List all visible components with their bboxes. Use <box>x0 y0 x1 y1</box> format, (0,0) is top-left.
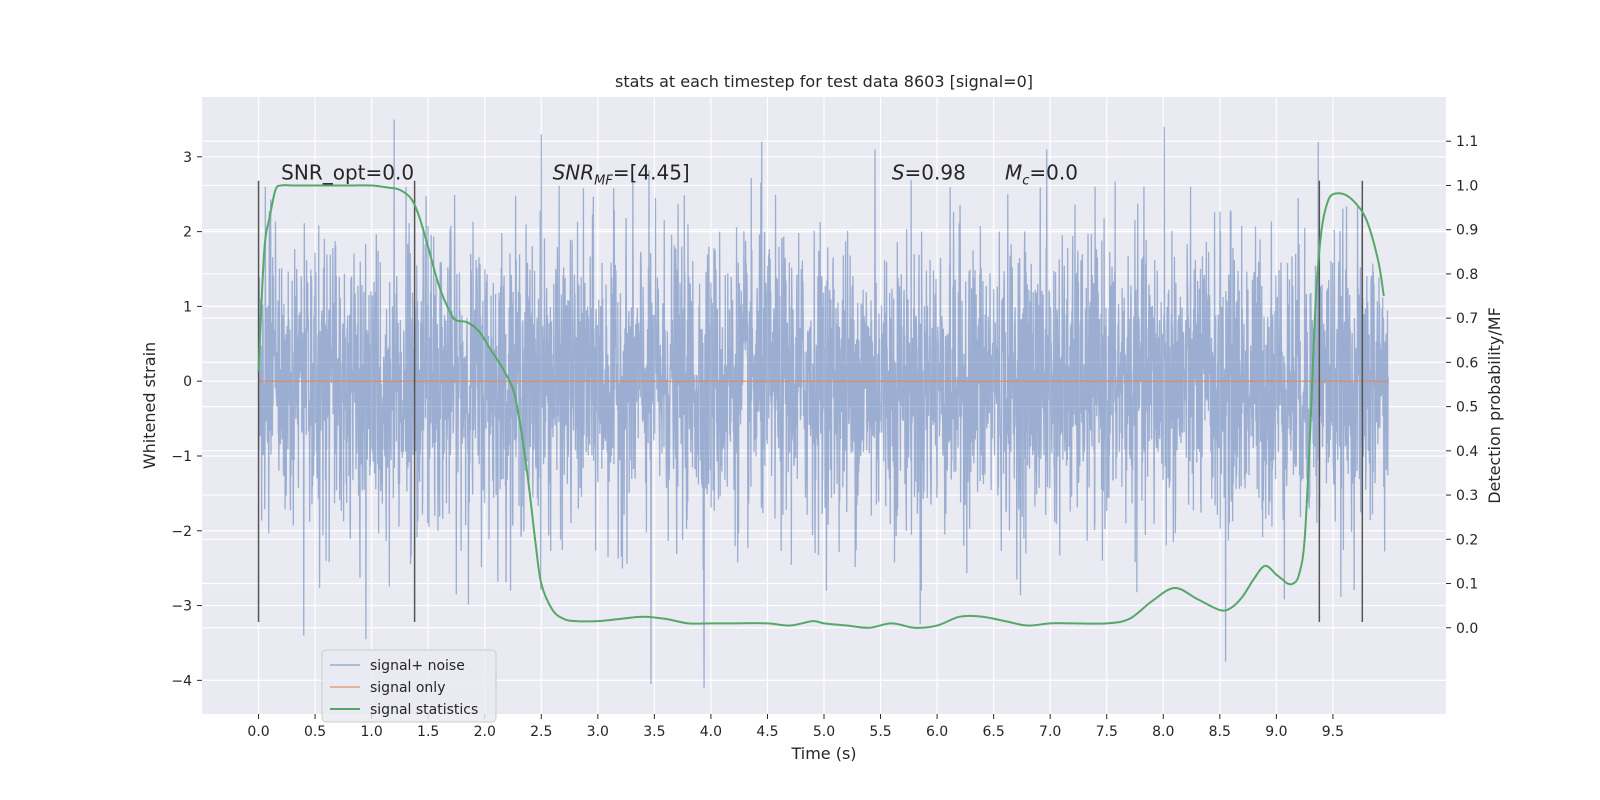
y2-tick-label-5: 0.5 <box>1456 400 1478 416</box>
y2-tick-label-0: 0.0 <box>1456 621 1478 637</box>
legend-label-1: signal only <box>370 680 445 696</box>
y-axis-label: Whitened strain <box>140 342 159 469</box>
y2-tick-label-1: 0.1 <box>1456 577 1478 593</box>
x-axis-label: Time (s) <box>790 744 856 763</box>
y-tick-label-7: 3 <box>183 150 192 166</box>
y2-tick-label-9: 0.9 <box>1456 223 1478 239</box>
x-tick-label-2: 1.0 <box>361 724 383 740</box>
y2-tick-label-4: 0.4 <box>1456 444 1478 460</box>
y-tick-label-6: 2 <box>183 225 192 241</box>
annotation-3: Mc=0.0 <box>1005 160 1078 188</box>
x-tick-label-8: 4.0 <box>700 724 722 740</box>
x-tick-label-6: 3.0 <box>587 724 609 740</box>
legend-box <box>321 649 497 723</box>
annotations: SNR_opt=0.0 SNRMF=[4.45] S=0.98 Mc=0.0 <box>281 160 1078 188</box>
line-series-layer <box>257 180 1389 629</box>
legend-label-0: signal+ noise <box>370 658 465 674</box>
y2-tick-label-10: 1.0 <box>1456 178 1478 194</box>
y2-tick-label-2: 0.2 <box>1456 532 1478 548</box>
x-tick-label-0: 0.0 <box>247 724 269 740</box>
y2-tick-label-11: 1.1 <box>1456 134 1478 150</box>
y2-tick-label-3: 0.3 <box>1456 488 1478 504</box>
x-tick-label-10: 5.0 <box>813 724 835 740</box>
y-tick-label-3: −1 <box>171 449 192 465</box>
x-tick-label-18: 9.0 <box>1265 724 1287 740</box>
y2-axis-label: Detection probability/MF <box>1485 307 1504 504</box>
y-tick-label-2: −2 <box>171 524 192 540</box>
x-tick-label-15: 7.5 <box>1096 724 1118 740</box>
annotation-0: SNR_opt=0.0 <box>281 160 414 184</box>
chart-title: stats at each timestep for test data 860… <box>615 72 1033 91</box>
noise-series-layer <box>257 119 1389 688</box>
x-tick-label-19: 9.5 <box>1322 724 1344 740</box>
x-tick-label-17: 8.5 <box>1209 724 1231 740</box>
x-tick-label-13: 6.5 <box>983 724 1005 740</box>
x-tick-label-9: 4.5 <box>756 724 778 740</box>
y2-tick-label-8: 0.8 <box>1456 267 1478 283</box>
x-tick-label-7: 3.5 <box>643 724 665 740</box>
y-tick-label-0: −4 <box>171 673 192 689</box>
series-signal-noise-line <box>257 119 1389 688</box>
legend: signal+ noise signal only signal statistic… <box>321 649 497 723</box>
annotation-2: S=0.98 <box>892 160 966 184</box>
y-tick-label-5: 1 <box>183 299 192 315</box>
legend-label-2: signal statistics <box>370 702 478 718</box>
x-tick-label-5: 2.5 <box>530 724 552 740</box>
x-tick-label-12: 6.0 <box>926 724 948 740</box>
x-tick-label-4: 2.0 <box>474 724 496 740</box>
x-tick-label-14: 7.0 <box>1039 724 1061 740</box>
y-tick-label-4: 0 <box>183 374 192 390</box>
y2-tick-label-7: 0.7 <box>1456 311 1478 327</box>
y2-tick-label-6: 0.6 <box>1456 355 1478 371</box>
x-tick-label-11: 5.5 <box>869 724 891 740</box>
annotation-1: SNRMF=[4.45] <box>553 160 690 188</box>
x-tick-label-3: 1.5 <box>417 724 439 740</box>
x-tick-label-16: 8.0 <box>1152 724 1174 740</box>
y-tick-label-1: −3 <box>171 599 192 615</box>
series-signal-statistics-line <box>257 184 1385 629</box>
x-tick-label-1: 0.5 <box>304 724 326 740</box>
axes: 0.0 0.5 1.0 1.5 2.0 2.5 3.0 3.5 4.0 4.5 5.0 5.5 6.0 6… <box>171 134 1478 740</box>
